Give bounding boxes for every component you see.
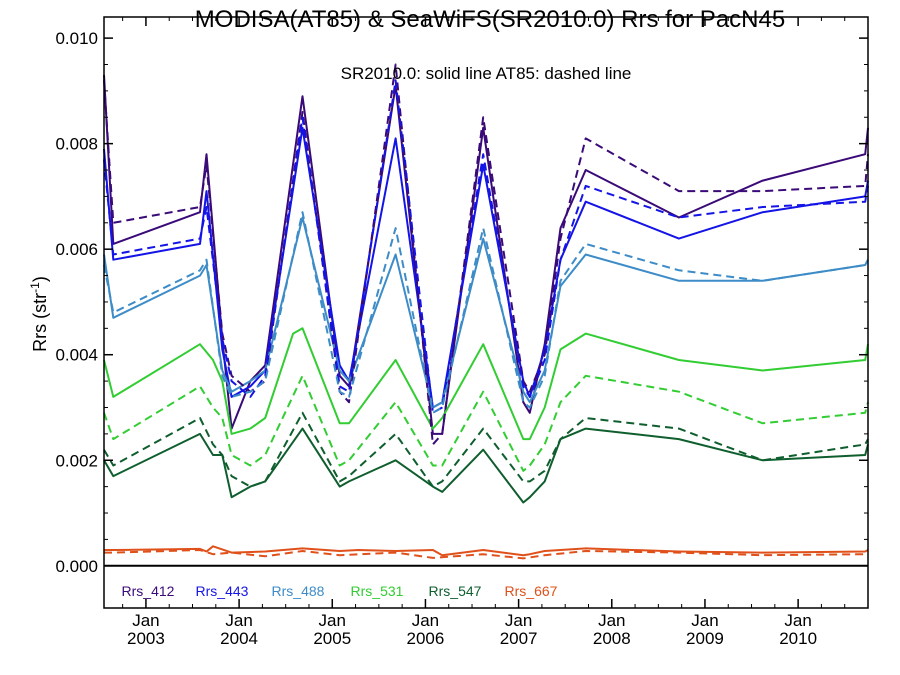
x-tick-label-month: Jan — [691, 611, 718, 630]
legend: Rrs_412 Rrs_443 Rrs_488 Rrs_531 Rrs_547 Rrs_6… — [122, 583, 558, 599]
plot-area — [103, 63, 869, 567]
series-line-rrs-443-dashed — [103, 79, 869, 414]
x-tick-label-month: Jan — [505, 611, 532, 630]
series-line-rrs-412-solid — [103, 74, 869, 435]
x-tick-label-month: Jan — [132, 611, 159, 630]
x-tick-label-month: Jan — [225, 611, 252, 630]
x-tick-label-month: Jan — [412, 611, 439, 630]
y-tick-label: 0.000 — [55, 557, 98, 576]
x-tick-label-year: 2004 — [220, 629, 258, 648]
series-line-rrs-531-solid — [103, 327, 869, 441]
x-tick-label-month: Jan — [784, 611, 811, 630]
y-axis: 0.000 0.002 0.004 0.006 0.008 0.010 — [55, 29, 868, 576]
y-tick-label: 0.006 — [55, 240, 98, 259]
legend-item-rrs-488: Rrs_488 — [272, 583, 325, 599]
y-tick-label: 0.010 — [55, 29, 98, 48]
legend-item-rrs-667: Rrs_667 — [505, 583, 558, 599]
chart-title: MODISA(AT85) & SeaWiFS(SR2010.0) Rrs for… — [195, 6, 785, 33]
series-line-rrs-547-dashed — [103, 411, 869, 488]
plot-frame — [103, 16, 869, 609]
x-tick-label-year: 2009 — [686, 629, 724, 648]
x-tick-label-year: 2005 — [313, 629, 351, 648]
y-tick-label: 0.004 — [55, 346, 98, 365]
x-tick-label-year: 2007 — [500, 629, 538, 648]
series-line-rrs-667-solid — [104, 545, 869, 557]
series-line-rrs-547-solid — [103, 427, 869, 504]
y-axis-label: Rrs (str-1) — [28, 276, 50, 352]
y-tick-label: 0.008 — [55, 135, 98, 154]
y-tick-label: 0.002 — [55, 451, 98, 470]
legend-item-rrs-412: Rrs_412 — [122, 583, 175, 599]
x-tick-label-month: Jan — [319, 611, 346, 630]
series-line-rrs-412-dashed — [103, 63, 869, 446]
x-tick-label-year: 2010 — [779, 629, 817, 648]
x-tick-label-year: 2006 — [407, 629, 445, 648]
legend-item-rrs-531: Rrs_531 — [351, 583, 404, 599]
series-line-rrs-531-dashed — [103, 374, 869, 472]
x-tick-label-year: 2008 — [593, 629, 631, 648]
legend-item-rrs-443: Rrs_443 — [196, 583, 249, 599]
x-tick-label-month: Jan — [598, 611, 625, 630]
line-style-annotation: SR2010.0: solid line AT85: dashed line — [341, 64, 632, 83]
series-line-rrs-488-dashed — [103, 211, 869, 414]
legend-item-rrs-547: Rrs_547 — [429, 583, 482, 599]
series-line-rrs-667-dashed — [104, 549, 869, 560]
x-tick-label-year: 2003 — [127, 629, 165, 648]
